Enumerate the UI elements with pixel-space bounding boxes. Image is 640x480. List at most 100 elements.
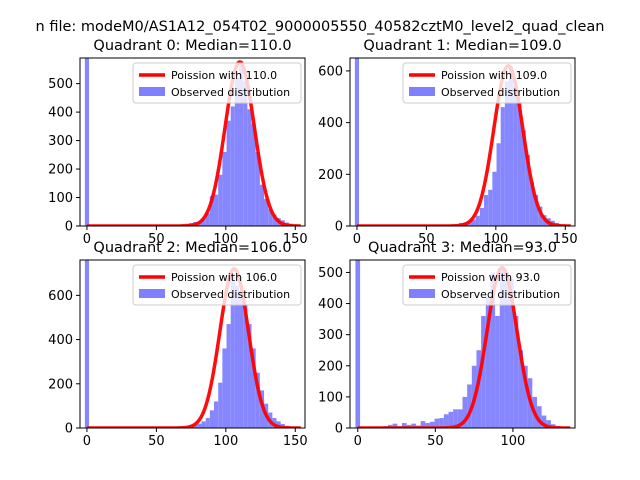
legend-box bbox=[132, 62, 302, 104]
histogram-bar bbox=[481, 316, 486, 428]
y-tick-label: 300 bbox=[48, 134, 73, 149]
histogram-bar bbox=[439, 418, 444, 428]
histogram-bar bbox=[434, 418, 440, 428]
y-tick-label: 0 bbox=[65, 422, 73, 437]
x-tick-label: 0 bbox=[83, 232, 91, 247]
histogram-bar bbox=[193, 424, 198, 428]
poisson-curve bbox=[355, 64, 572, 226]
histogram-bar bbox=[251, 123, 256, 226]
y-tick-label: 300 bbox=[318, 328, 343, 343]
x-tick-label: 100 bbox=[213, 434, 238, 449]
histogram-bar bbox=[230, 273, 235, 428]
histogram-bar bbox=[457, 409, 463, 428]
quadrant-3-panel: 0 50 100 0 100 200 300 400 500 Quadrant 3: Median… bbox=[318, 240, 576, 449]
histogram-bar bbox=[475, 215, 480, 226]
plot-area bbox=[84, 260, 302, 428]
histogram-bar bbox=[259, 184, 265, 226]
x-tick-label: 150 bbox=[283, 434, 308, 449]
x-tick-label: 0 bbox=[83, 434, 91, 449]
quadrant-title: Quadrant 1: Median=109.0 bbox=[363, 38, 561, 54]
figure-suptitle: n file: modeM0/AS1A12_054T02_9000005550_… bbox=[36, 19, 605, 35]
quadrant-1-panel: 0 50 100 150 0 200 400 600 Quadrant 1: Median=10… bbox=[318, 38, 578, 247]
plot-area bbox=[355, 260, 572, 428]
y-tick-label: 500 bbox=[318, 266, 343, 281]
histogram-bar bbox=[230, 106, 235, 226]
histogram-bar bbox=[214, 401, 219, 428]
y-tick-label: 600 bbox=[48, 289, 73, 304]
histogram-bar bbox=[534, 194, 539, 226]
quadrant-title: Quadrant 2: Median=106.0 bbox=[93, 240, 291, 256]
histogram-bar bbox=[523, 365, 528, 428]
y-tick-label: 400 bbox=[318, 297, 343, 312]
legend-label: Poission with 110.0 bbox=[171, 69, 277, 82]
legend-label: Observed distribution bbox=[171, 288, 290, 301]
x-tick-label: 100 bbox=[213, 232, 238, 247]
y-tick-label: 600 bbox=[318, 64, 343, 79]
histogram-bar bbox=[536, 406, 542, 428]
y-tick-label: 400 bbox=[318, 116, 343, 131]
legend-label: Poission with 109.0 bbox=[441, 69, 547, 82]
y-tick-label: 200 bbox=[318, 359, 343, 374]
poisson-curve bbox=[356, 266, 572, 428]
histogram-bar bbox=[490, 272, 496, 428]
legend-box bbox=[132, 264, 302, 306]
histogram-bar bbox=[209, 410, 215, 428]
histogram-bar bbox=[429, 421, 435, 428]
histogram-bar bbox=[264, 198, 269, 226]
histogram-bar bbox=[488, 189, 493, 226]
legend-label: Poission with 93.0 bbox=[441, 271, 540, 284]
histogram-bar bbox=[205, 213, 210, 226]
y-tick-label: 200 bbox=[48, 377, 73, 392]
legend-box bbox=[402, 264, 572, 306]
x-tick-label: 100 bbox=[483, 232, 508, 247]
histogram-bar bbox=[276, 421, 281, 428]
histogram-bar bbox=[525, 154, 530, 226]
y-tick-label: 500 bbox=[48, 77, 73, 92]
histogram-bar bbox=[499, 266, 505, 428]
histogram-bar bbox=[218, 382, 223, 428]
y-tick-label: 100 bbox=[48, 191, 73, 206]
x-tick-label: 0 bbox=[354, 434, 362, 449]
histogram-bar bbox=[476, 350, 482, 428]
x-tick-label: 50 bbox=[148, 232, 165, 247]
histogram-bar bbox=[255, 372, 260, 428]
histogram-bar bbox=[255, 151, 260, 226]
histogram-bar bbox=[251, 348, 256, 428]
y-tick-label: 0 bbox=[335, 422, 343, 437]
histogram-bar bbox=[209, 196, 215, 226]
histogram-bar bbox=[467, 384, 472, 428]
legend-label: Poission with 106.0 bbox=[171, 271, 277, 284]
histogram-bar bbox=[226, 120, 231, 226]
histogram-bar bbox=[243, 80, 248, 226]
histogram-bar bbox=[247, 324, 252, 428]
axes-frame bbox=[349, 57, 576, 227]
histogram-bar bbox=[420, 421, 426, 428]
quadrant-title: Quadrant 3: Median=93.0 bbox=[368, 240, 557, 256]
quadrant-2-panel: 0 50 100 150 0 200 400 600 Quadrant 2: Median=10… bbox=[48, 240, 308, 449]
histogram-bar bbox=[538, 206, 543, 226]
histogram-bar bbox=[504, 272, 510, 428]
histogram-bar bbox=[504, 81, 510, 226]
y-tick-label: 400 bbox=[48, 106, 73, 121]
histogram-bar bbox=[218, 174, 223, 226]
histogram-bar bbox=[411, 423, 416, 428]
histogram-bar bbox=[401, 423, 407, 428]
histogram-bar bbox=[484, 194, 489, 226]
legend-hist-swatch bbox=[139, 289, 165, 298]
histogram-bar bbox=[546, 420, 551, 428]
histogram-bar bbox=[500, 107, 505, 226]
histogram-bar bbox=[392, 423, 398, 428]
plot-area bbox=[84, 58, 302, 226]
histogram-bar bbox=[485, 297, 491, 428]
histogram-bar bbox=[197, 423, 202, 428]
histogram-bar bbox=[272, 214, 277, 226]
histogram-bar bbox=[471, 219, 476, 226]
x-tick-label: 100 bbox=[501, 434, 526, 449]
legend: Poission with 106.0 Observed distribution bbox=[132, 264, 302, 306]
histogram-bar bbox=[518, 350, 524, 428]
legend: Poission with 93.0 Observed distribution bbox=[402, 264, 572, 306]
histogram-bar bbox=[509, 67, 514, 226]
y-tick-label: 200 bbox=[48, 163, 73, 178]
legend-box bbox=[402, 62, 572, 104]
